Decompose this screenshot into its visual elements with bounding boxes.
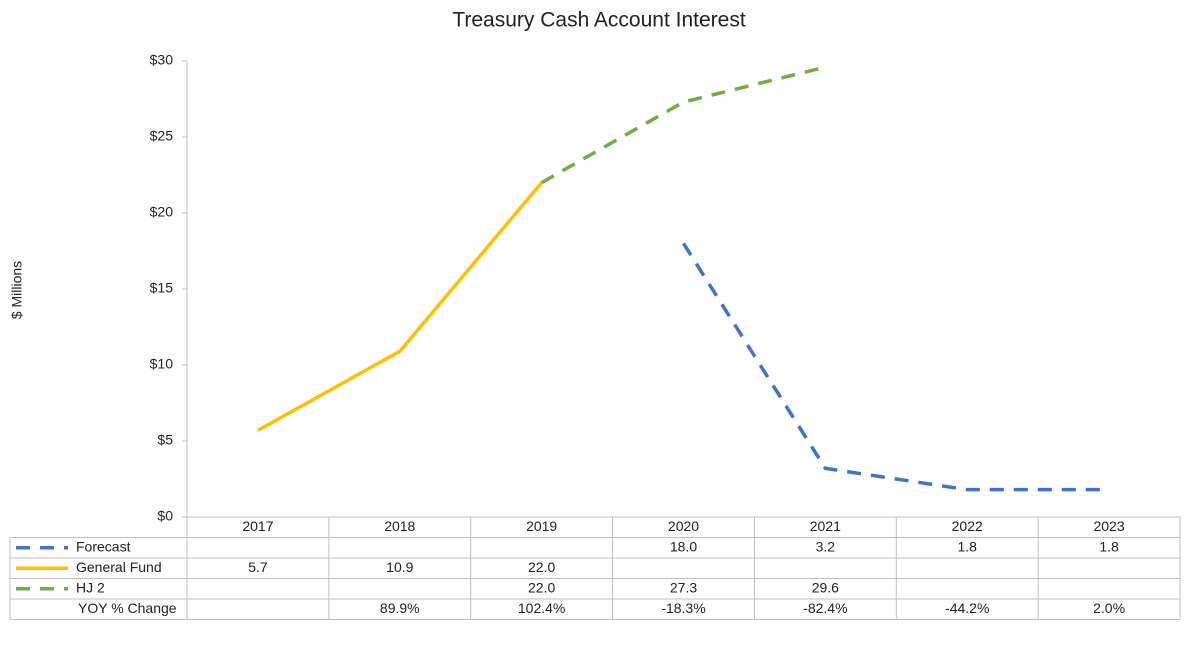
legend-label: Forecast (76, 538, 131, 554)
chart-title: Treasury Cash Account Interest (452, 9, 746, 32)
x-tick-label: 2022 (952, 518, 983, 534)
table-value: 1.8 (957, 538, 977, 554)
table-value: 22.0 (528, 559, 555, 575)
table-value: 27.3 (670, 579, 697, 595)
y-tick-label: $0 (157, 508, 173, 524)
y-tick-label: $5 (157, 432, 173, 448)
table-value: 2.0% (1093, 600, 1125, 616)
legend-label: HJ 2 (76, 579, 105, 595)
x-tick-label: 2019 (526, 518, 557, 534)
table-value: -82.4% (803, 600, 847, 616)
y-axis-label: $ Millions (9, 261, 25, 319)
series-line (257, 181, 543, 432)
table-value: -44.2% (945, 600, 989, 616)
x-tick-label: 2017 (242, 518, 273, 534)
table-value: 10.9 (386, 559, 413, 575)
y-tick-label: $10 (150, 356, 174, 372)
table-value: 18.0 (670, 538, 697, 554)
table-value: 1.8 (1099, 538, 1119, 554)
table-value: 102.4% (518, 600, 565, 616)
series-line (540, 65, 826, 185)
legend-label: General Fund (76, 559, 162, 575)
y-tick-label: $20 (150, 204, 174, 220)
x-tick-label: 2020 (668, 518, 699, 534)
y-tick-label: $15 (150, 280, 174, 296)
table-value: 3.2 (816, 538, 836, 554)
table-value: 89.9% (380, 600, 420, 616)
series-line (682, 242, 1110, 492)
x-tick-label: 2018 (384, 518, 415, 534)
table-value: 5.7 (248, 559, 268, 575)
row-label: YOY % Change (78, 600, 177, 616)
y-tick-label: $25 (150, 128, 174, 144)
y-tick-label: $30 (150, 52, 174, 68)
x-tick-label: 2021 (810, 518, 841, 534)
table-value: 29.6 (812, 579, 839, 595)
table-value: -18.3% (661, 600, 705, 616)
x-tick-label: 2023 (1093, 518, 1124, 534)
table-value: 22.0 (528, 579, 555, 595)
